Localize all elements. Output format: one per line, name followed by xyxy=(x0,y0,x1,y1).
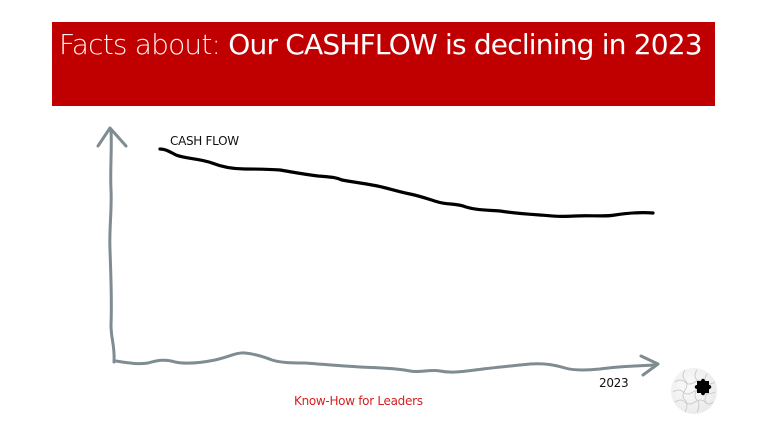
x-tick-label: 2023 xyxy=(599,376,629,390)
puzzle-globe-icon xyxy=(671,368,717,414)
title-main: Our CASHFLOW is declining in 2023 xyxy=(228,28,702,61)
x-axis xyxy=(113,351,660,377)
title-bar: Facts about: Our CASHFLOW is declining i… xyxy=(52,22,715,106)
footer-brand-text: Know-How for Leaders xyxy=(294,394,423,408)
cashflow-line xyxy=(158,147,655,219)
title-prefix: Facts about: xyxy=(59,28,221,61)
y-axis xyxy=(96,126,128,364)
y-axis-arrow-icon xyxy=(96,126,128,148)
puzzle-piece-icon xyxy=(694,378,712,396)
series-label-cashflow: CASH FLOW xyxy=(170,134,239,148)
x-axis-arrow-icon xyxy=(639,354,660,377)
